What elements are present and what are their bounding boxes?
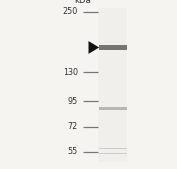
Bar [99,107,127,110]
Bar [99,148,127,149]
Text: kDa: kDa [74,0,91,5]
Bar [99,153,127,154]
Text: 250: 250 [63,7,78,16]
Bar [98,8,127,162]
Text: 130: 130 [63,68,78,77]
Bar [99,45,127,50]
Text: 95: 95 [68,97,78,106]
Polygon shape [88,41,99,54]
Text: 72: 72 [68,122,78,131]
Text: 55: 55 [68,147,78,156]
